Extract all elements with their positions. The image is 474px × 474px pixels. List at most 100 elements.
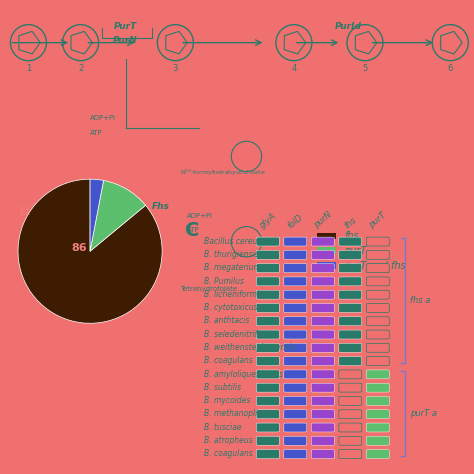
- FancyBboxPatch shape: [311, 303, 334, 312]
- FancyBboxPatch shape: [339, 396, 362, 405]
- FancyBboxPatch shape: [339, 290, 362, 299]
- Text: PurId: PurId: [335, 22, 362, 30]
- FancyBboxPatch shape: [284, 277, 307, 286]
- FancyBboxPatch shape: [366, 450, 389, 458]
- FancyBboxPatch shape: [339, 410, 362, 419]
- Text: glyA: glyA: [258, 211, 278, 230]
- Text: 2: 2: [78, 64, 83, 73]
- Text: Formate: Formate: [62, 255, 90, 261]
- Text: 6: 6: [447, 64, 453, 73]
- FancyBboxPatch shape: [311, 450, 334, 458]
- FancyBboxPatch shape: [366, 356, 389, 365]
- FancyBboxPatch shape: [366, 264, 389, 273]
- Wedge shape: [90, 181, 146, 251]
- Text: 11: 11: [19, 207, 31, 217]
- Text: PurT: PurT: [114, 22, 137, 30]
- FancyBboxPatch shape: [339, 250, 362, 259]
- FancyBboxPatch shape: [256, 264, 279, 273]
- Text: PurN: PurN: [113, 36, 138, 45]
- FancyBboxPatch shape: [366, 383, 389, 392]
- FancyBboxPatch shape: [366, 237, 389, 246]
- FancyBboxPatch shape: [366, 343, 389, 352]
- FancyBboxPatch shape: [256, 330, 279, 339]
- FancyBboxPatch shape: [256, 356, 279, 365]
- FancyBboxPatch shape: [339, 450, 362, 458]
- FancyBboxPatch shape: [284, 317, 307, 326]
- Text: C: C: [185, 221, 200, 240]
- FancyBboxPatch shape: [256, 277, 279, 286]
- FancyBboxPatch shape: [284, 450, 307, 458]
- FancyBboxPatch shape: [284, 250, 307, 259]
- FancyBboxPatch shape: [311, 383, 334, 392]
- FancyBboxPatch shape: [284, 410, 307, 419]
- FancyBboxPatch shape: [256, 396, 279, 405]
- Text: ADP+Pi: ADP+Pi: [90, 116, 116, 121]
- FancyBboxPatch shape: [339, 330, 362, 339]
- Text: B. Pumilus: B. Pumilus: [204, 276, 244, 285]
- Text: B. licheniformis: B. licheniformis: [204, 290, 263, 299]
- FancyBboxPatch shape: [256, 343, 279, 352]
- FancyBboxPatch shape: [366, 250, 389, 259]
- FancyBboxPatch shape: [339, 343, 362, 352]
- FancyBboxPatch shape: [284, 437, 307, 445]
- FancyBboxPatch shape: [256, 450, 279, 458]
- Text: B. coagulans: B. coagulans: [204, 449, 253, 458]
- FancyBboxPatch shape: [339, 356, 362, 365]
- Wedge shape: [18, 179, 162, 323]
- Text: 5: 5: [362, 64, 368, 73]
- FancyBboxPatch shape: [256, 290, 279, 299]
- FancyBboxPatch shape: [284, 343, 307, 352]
- FancyBboxPatch shape: [366, 396, 389, 405]
- Text: Fhs: Fhs: [152, 202, 170, 210]
- Text: B. cytotoxicus: B. cytotoxicus: [204, 303, 257, 312]
- FancyBboxPatch shape: [284, 396, 307, 405]
- FancyBboxPatch shape: [256, 410, 279, 419]
- Text: purT: purT: [367, 211, 388, 230]
- FancyBboxPatch shape: [256, 237, 279, 246]
- FancyBboxPatch shape: [284, 356, 307, 365]
- FancyBboxPatch shape: [311, 237, 334, 246]
- FancyBboxPatch shape: [256, 303, 279, 312]
- Text: ATP: ATP: [187, 227, 200, 233]
- Text: B. amyloliquefaciens: B. amyloliquefaciens: [204, 370, 283, 379]
- FancyBboxPatch shape: [284, 237, 307, 246]
- FancyBboxPatch shape: [366, 290, 389, 299]
- Text: folD: folD: [286, 212, 305, 230]
- Text: B. tusciae: B. tusciae: [204, 423, 241, 432]
- Text: 4: 4: [291, 64, 297, 73]
- FancyBboxPatch shape: [284, 370, 307, 379]
- FancyBboxPatch shape: [339, 303, 362, 312]
- Text: B. coagulans: B. coagulans: [204, 356, 253, 365]
- Text: Tetrahydrofolate: Tetrahydrofolate: [180, 286, 237, 292]
- FancyBboxPatch shape: [311, 343, 334, 352]
- FancyBboxPatch shape: [339, 317, 362, 326]
- Text: ATP: ATP: [90, 130, 103, 136]
- FancyBboxPatch shape: [311, 356, 334, 365]
- Text: B. megaterium: B. megaterium: [204, 263, 261, 272]
- Text: fhs a: fhs a: [410, 296, 430, 305]
- FancyBboxPatch shape: [284, 423, 307, 432]
- FancyBboxPatch shape: [366, 370, 389, 379]
- Text: B. seledenitrificans: B. seledenitrificans: [204, 330, 277, 339]
- Text: B. weithenstephanensis: B. weithenstephanensis: [204, 343, 295, 352]
- FancyBboxPatch shape: [284, 383, 307, 392]
- FancyBboxPatch shape: [256, 437, 279, 445]
- FancyBboxPatch shape: [366, 277, 389, 286]
- FancyBboxPatch shape: [339, 277, 362, 286]
- FancyBboxPatch shape: [311, 264, 334, 273]
- Text: B. methanoplicus: B. methanoplicus: [204, 410, 270, 419]
- Text: ADP+Pi: ADP+Pi: [187, 213, 213, 219]
- FancyBboxPatch shape: [366, 303, 389, 312]
- FancyBboxPatch shape: [311, 396, 334, 405]
- FancyBboxPatch shape: [311, 250, 334, 259]
- FancyBboxPatch shape: [366, 410, 389, 419]
- FancyBboxPatch shape: [256, 317, 279, 326]
- FancyBboxPatch shape: [339, 264, 362, 273]
- FancyBboxPatch shape: [256, 370, 279, 379]
- FancyBboxPatch shape: [284, 330, 307, 339]
- Text: B. subtilis: B. subtilis: [204, 383, 241, 392]
- Text: 1: 1: [26, 64, 31, 73]
- FancyBboxPatch shape: [284, 290, 307, 299]
- FancyBboxPatch shape: [339, 237, 362, 246]
- Text: purN: purN: [312, 210, 334, 230]
